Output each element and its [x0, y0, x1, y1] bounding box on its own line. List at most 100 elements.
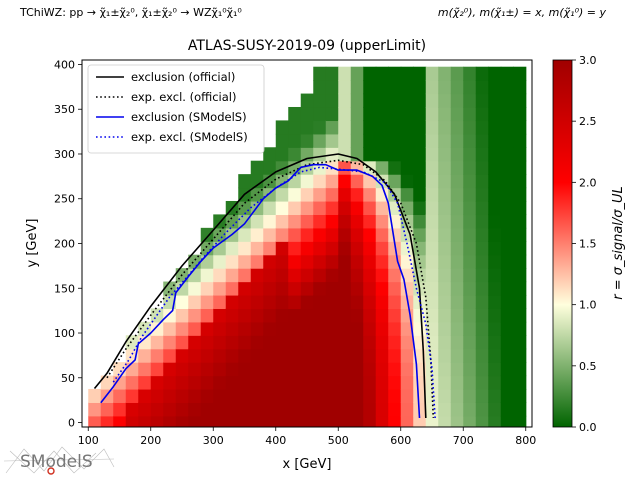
heatmap-cell: [200, 281, 214, 296]
heatmap-cell: [500, 106, 514, 122]
heatmap-cell: [488, 388, 502, 403]
colorbar-tick-label: 3.0: [579, 54, 597, 67]
heatmap-cell: [350, 308, 364, 323]
heatmap-cell: [375, 308, 389, 323]
heatmap-cell: [325, 80, 339, 95]
y-tick-label: 200: [54, 238, 75, 251]
heatmap-cell: [275, 415, 289, 427]
heatmap-cell: [513, 93, 527, 108]
heatmap-cell: [325, 268, 339, 283]
heatmap-cell: [413, 241, 427, 256]
heatmap-cell: [238, 415, 252, 427]
process-label: TChiWZ: pp → χ̃₁±χ̃₂⁰, χ̃₁±χ̃₂⁰ → WZχ̃₁⁰…: [19, 6, 242, 19]
heatmap-cell: [438, 375, 452, 390]
heatmap-cell: [250, 214, 264, 229]
heatmap-cell: [300, 402, 314, 417]
heatmap-cell: [388, 66, 402, 81]
heatmap-cell: [475, 160, 489, 175]
heatmap-cell: [500, 415, 514, 427]
heatmap-cell: [488, 362, 502, 377]
heatmap-cell: [488, 308, 502, 323]
heatmap-cell: [363, 120, 377, 135]
heatmap-cell: [463, 187, 477, 202]
heatmap-cell: [275, 133, 289, 148]
heatmap-cell: [375, 281, 389, 296]
heatmap-cell: [488, 120, 502, 135]
heatmap-cell: [350, 66, 364, 81]
heatmap-cell: [250, 362, 264, 377]
heatmap-cell: [188, 362, 202, 377]
heatmap-cell: [338, 187, 352, 202]
heatmap-cell: [488, 66, 502, 81]
heatmap-cell: [375, 187, 389, 202]
heatmap-cell: [363, 200, 377, 216]
heatmap-cell: [125, 415, 139, 427]
heatmap-cell: [438, 321, 452, 336]
heatmap-cell: [450, 281, 464, 296]
heatmap-cell: [400, 93, 414, 108]
heatmap-cell: [388, 106, 402, 122]
heatmap-cell: [463, 106, 477, 122]
heatmap-cell: [363, 402, 377, 417]
heatmap-cell: [313, 335, 327, 350]
heatmap-cell: [313, 388, 327, 403]
heatmap-cell: [150, 375, 164, 390]
heatmap-cell: [250, 227, 264, 242]
heatmap-cell: [188, 335, 202, 350]
heatmap-cell: [313, 200, 327, 216]
heatmap-cell: [163, 388, 177, 403]
heatmap-cell: [163, 415, 177, 427]
heatmap-cell: [363, 362, 377, 377]
heatmap-cell: [513, 308, 527, 323]
heatmap-cell: [375, 241, 389, 256]
y-tick-label: 300: [54, 148, 75, 161]
heatmap-cell: [338, 281, 352, 296]
heatmap-cell: [425, 120, 439, 135]
y-axis-label: y [GeV]: [25, 219, 40, 268]
heatmap-cell: [500, 348, 514, 363]
heatmap-cell: [463, 214, 477, 229]
heatmap-cell: [300, 187, 314, 202]
x-axis-label: x [GeV]: [283, 457, 332, 472]
heatmap-cell: [313, 120, 327, 135]
heatmap-cell: [200, 415, 214, 427]
heatmap-cell: [450, 294, 464, 309]
heatmap-cell: [425, 200, 439, 216]
heatmap-cell: [500, 80, 514, 95]
heatmap-cell: [188, 375, 202, 390]
heatmap-cell: [475, 93, 489, 108]
heatmap-cell: [225, 281, 239, 296]
heatmap-cell: [225, 335, 239, 350]
heatmap-cell: [213, 362, 227, 377]
heatmap-cell: [138, 375, 152, 390]
heatmap-cell: [238, 227, 252, 242]
heatmap-cell: [375, 227, 389, 242]
heatmap-cell: [438, 254, 452, 269]
heatmap-cell: [488, 321, 502, 336]
heatmap-cell: [500, 241, 514, 256]
heatmap-cell: [363, 187, 377, 202]
heatmap-cell: [450, 120, 464, 135]
heatmap-cell: [463, 362, 477, 377]
heatmap-cell: [175, 402, 189, 417]
legend: exclusion (official) exp. excl. (official…: [87, 64, 265, 154]
heatmap-cell: [375, 321, 389, 336]
heatmap-cell: [238, 281, 252, 296]
heatmap-cell: [200, 227, 214, 242]
heatmap-cell: [363, 174, 377, 189]
heatmap-cell: [400, 321, 414, 336]
heatmap-cell: [225, 348, 239, 363]
heatmap-cell: [325, 415, 339, 427]
heatmap-cell: [100, 402, 114, 417]
heatmap-cell: [288, 388, 302, 403]
mass-relation-label: m(χ̃₂⁰), m(χ̃₁±) = x, m(χ̃₁⁰) = y: [438, 6, 607, 19]
heatmap-cell: [275, 362, 289, 377]
heatmap-cell: [500, 335, 514, 350]
heatmap-cell: [150, 402, 164, 417]
heatmap-cell: [200, 254, 214, 269]
heatmap-cell: [313, 402, 327, 417]
heatmap-cell: [400, 133, 414, 148]
heatmap-cell: [250, 268, 264, 283]
heatmap-cell: [150, 388, 164, 403]
